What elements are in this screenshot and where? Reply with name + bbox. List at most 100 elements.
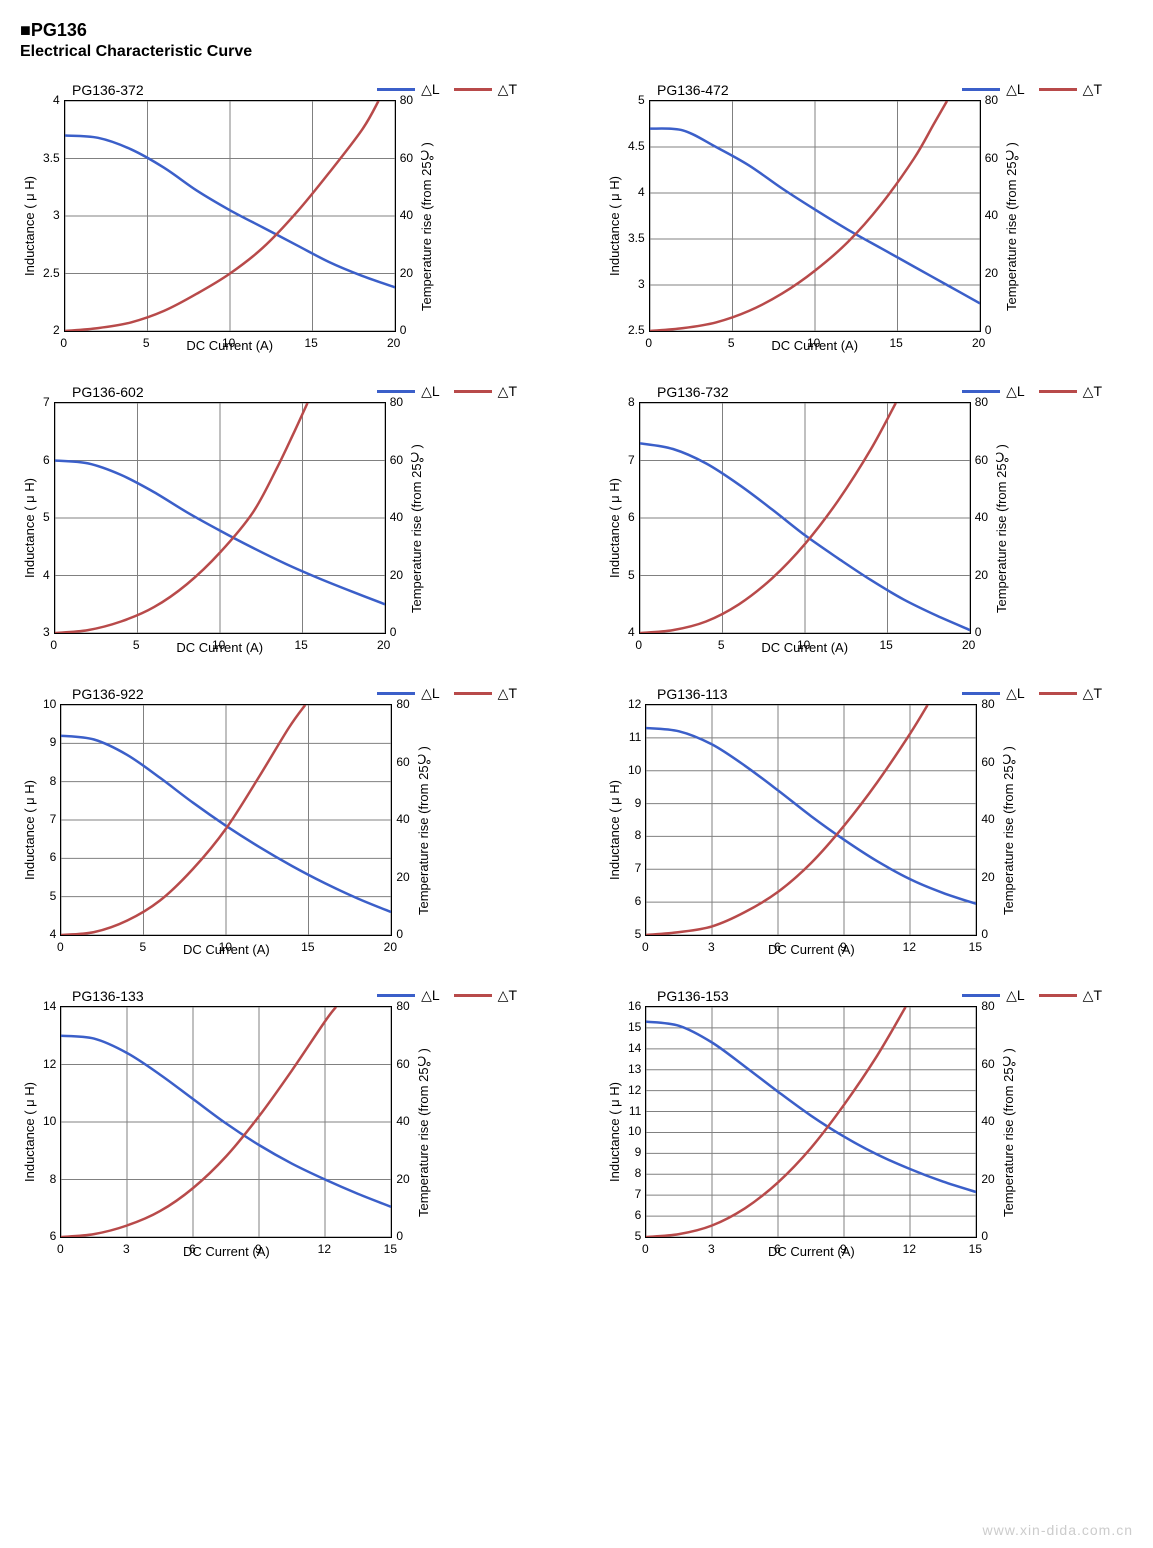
chart-header: PG136-472 △L △T bbox=[605, 81, 1120, 98]
chart-plot bbox=[645, 1006, 977, 1238]
chart-title: PG136-372 bbox=[72, 82, 377, 98]
y-right-axis-label: Temperature rise (from 25℃) bbox=[1002, 100, 1021, 353]
y-left-axis-label: Inductance ( μ H) bbox=[20, 402, 39, 655]
series-L-line bbox=[646, 1022, 976, 1192]
legend-swatch-L bbox=[377, 692, 415, 695]
legend-swatch-L bbox=[962, 994, 1000, 997]
legend-swatch-L bbox=[962, 390, 1000, 393]
legend-label-L: △L bbox=[421, 987, 440, 1004]
y-right-axis-label: Temperature rise (from 25℃) bbox=[999, 704, 1018, 957]
legend-swatch-T bbox=[1039, 88, 1077, 91]
chart-plot bbox=[649, 100, 981, 332]
legend-label-L: △L bbox=[1006, 383, 1025, 400]
chart-plot bbox=[645, 704, 977, 936]
series-L-line bbox=[646, 728, 976, 904]
x-ticks: 05101520 bbox=[649, 332, 979, 336]
y-left-axis-label: Inductance ( μ H) bbox=[20, 1006, 39, 1259]
chart-header: PG136-133 △L △T bbox=[20, 987, 535, 1004]
x-ticks: 05101520 bbox=[54, 634, 384, 638]
chart-panel: PG136-602 △L △T Inductance ( μ H) 76543 bbox=[20, 383, 535, 655]
chart-body: Inductance ( μ H) 1615141312111098765 bbox=[605, 1006, 1120, 1259]
legend-swatch-L bbox=[962, 88, 1000, 91]
legend-label-T: △T bbox=[1083, 81, 1102, 98]
legend-swatch-L bbox=[377, 390, 415, 393]
title-bullet: ■ bbox=[20, 20, 31, 40]
legend-label-T: △T bbox=[498, 987, 517, 1004]
chart-title: PG136-602 bbox=[72, 384, 377, 400]
chart-body: Inductance ( μ H) 12111098765 bbox=[605, 704, 1120, 957]
chart-body: Inductance ( μ H) 43.532.52 0 bbox=[20, 100, 535, 353]
legend-label-L: △L bbox=[1006, 685, 1025, 702]
x-axis-label: DC Current (A) bbox=[645, 1244, 977, 1259]
legend-swatch-T bbox=[1039, 390, 1077, 393]
chart-body: Inductance ( μ H) 14121086 03 bbox=[20, 1006, 535, 1259]
y-right-axis-label: Temperature rise (from 25℃) bbox=[407, 402, 426, 655]
chart-panel: PG136-472 △L △T Inductance ( μ H) 54.543… bbox=[605, 81, 1120, 353]
x-ticks: 03691215 bbox=[645, 1238, 975, 1242]
chart-plot bbox=[639, 402, 971, 634]
chart-plot bbox=[64, 100, 396, 332]
series-T-line bbox=[646, 705, 928, 935]
y-left-ticks: 54.543.532.5 bbox=[624, 100, 649, 330]
chart-header: PG136-602 △L △T bbox=[20, 383, 535, 400]
legend-label-L: △L bbox=[421, 685, 440, 702]
y-right-ticks: 806040200 bbox=[392, 704, 413, 934]
chart-plot bbox=[54, 402, 386, 634]
legend-label-T: △T bbox=[498, 685, 517, 702]
legend-label-T: △T bbox=[498, 81, 517, 98]
y-left-ticks: 10987654 bbox=[39, 704, 60, 934]
legend-label-L: △L bbox=[421, 81, 440, 98]
chart-plot bbox=[60, 704, 392, 936]
x-ticks: 05101520 bbox=[639, 634, 969, 638]
watermark: www.xin-dida.com.cn bbox=[983, 1522, 1134, 1538]
y-left-ticks: 87654 bbox=[624, 402, 639, 632]
y-left-axis-label: Inductance ( μ H) bbox=[605, 1006, 624, 1259]
legend-swatch-T bbox=[454, 390, 492, 393]
chart-panel: PG136-372 △L △T Inductance ( μ H) 43.532… bbox=[20, 81, 535, 353]
legend-swatch-T bbox=[454, 994, 492, 997]
y-right-ticks: 806040200 bbox=[977, 704, 998, 934]
legend-swatch-L bbox=[377, 88, 415, 91]
chart-header: PG136-153 △L △T bbox=[605, 987, 1120, 1004]
chart-panel: PG136-113 △L △T Inductance ( μ H) 121110… bbox=[605, 685, 1120, 957]
y-left-ticks: 14121086 bbox=[39, 1006, 60, 1236]
y-left-ticks: 12111098765 bbox=[624, 704, 645, 934]
y-right-ticks: 806040200 bbox=[392, 1006, 413, 1236]
chart-title: PG136-153 bbox=[657, 988, 962, 1004]
y-right-axis-label: Temperature rise (from 25℃) bbox=[992, 402, 1011, 655]
chart-panel: PG136-153 △L △T Inductance ( μ H) 161514… bbox=[605, 987, 1120, 1259]
chart-body: Inductance ( μ H) 10987654 05 bbox=[20, 704, 535, 957]
y-right-ticks: 806040200 bbox=[971, 402, 992, 632]
y-left-ticks: 1615141312111098765 bbox=[624, 1006, 645, 1236]
y-left-axis-label: Inductance ( μ H) bbox=[605, 402, 624, 655]
chart-title: PG136-732 bbox=[657, 384, 962, 400]
chart-panel: PG136-922 △L △T Inductance ( μ H) 109876… bbox=[20, 685, 535, 957]
y-right-ticks: 806040200 bbox=[396, 100, 417, 330]
y-right-ticks: 806040200 bbox=[977, 1006, 998, 1236]
legend-swatch-L bbox=[377, 994, 415, 997]
chart-header: PG136-732 △L △T bbox=[605, 383, 1120, 400]
chart-header: PG136-372 △L △T bbox=[20, 81, 535, 98]
y-left-axis-label: Inductance ( μ H) bbox=[605, 704, 624, 957]
y-right-axis-label: Temperature rise (from 25℃) bbox=[999, 1006, 1018, 1259]
charts-grid: PG136-372 △L △T Inductance ( μ H) 43.532… bbox=[20, 81, 1120, 1259]
y-left-ticks: 76543 bbox=[39, 402, 54, 632]
legend-label-L: △L bbox=[421, 383, 440, 400]
legend-swatch-T bbox=[454, 692, 492, 695]
legend-label-T: △T bbox=[1083, 987, 1102, 1004]
y-left-axis-label: Inductance ( μ H) bbox=[20, 704, 39, 957]
y-left-axis-label: Inductance ( μ H) bbox=[20, 100, 39, 353]
legend-swatch-L bbox=[962, 692, 1000, 695]
series-T-line bbox=[646, 1007, 906, 1237]
chart-plot bbox=[60, 1006, 392, 1238]
y-right-axis-label: Temperature rise (from 25℃) bbox=[414, 1006, 433, 1259]
legend-label-L: △L bbox=[1006, 81, 1025, 98]
y-right-axis-label: Temperature rise (from 25℃) bbox=[417, 100, 436, 353]
chart-header: PG136-922 △L △T bbox=[20, 685, 535, 702]
y-right-ticks: 806040200 bbox=[386, 402, 407, 632]
page-subtitle: Electrical Characteristic Curve bbox=[20, 43, 1133, 61]
x-axis-label: DC Current (A) bbox=[645, 942, 977, 957]
chart-title: PG136-113 bbox=[657, 686, 962, 702]
chart-title: PG136-922 bbox=[72, 686, 377, 702]
y-right-ticks: 806040200 bbox=[981, 100, 1002, 330]
